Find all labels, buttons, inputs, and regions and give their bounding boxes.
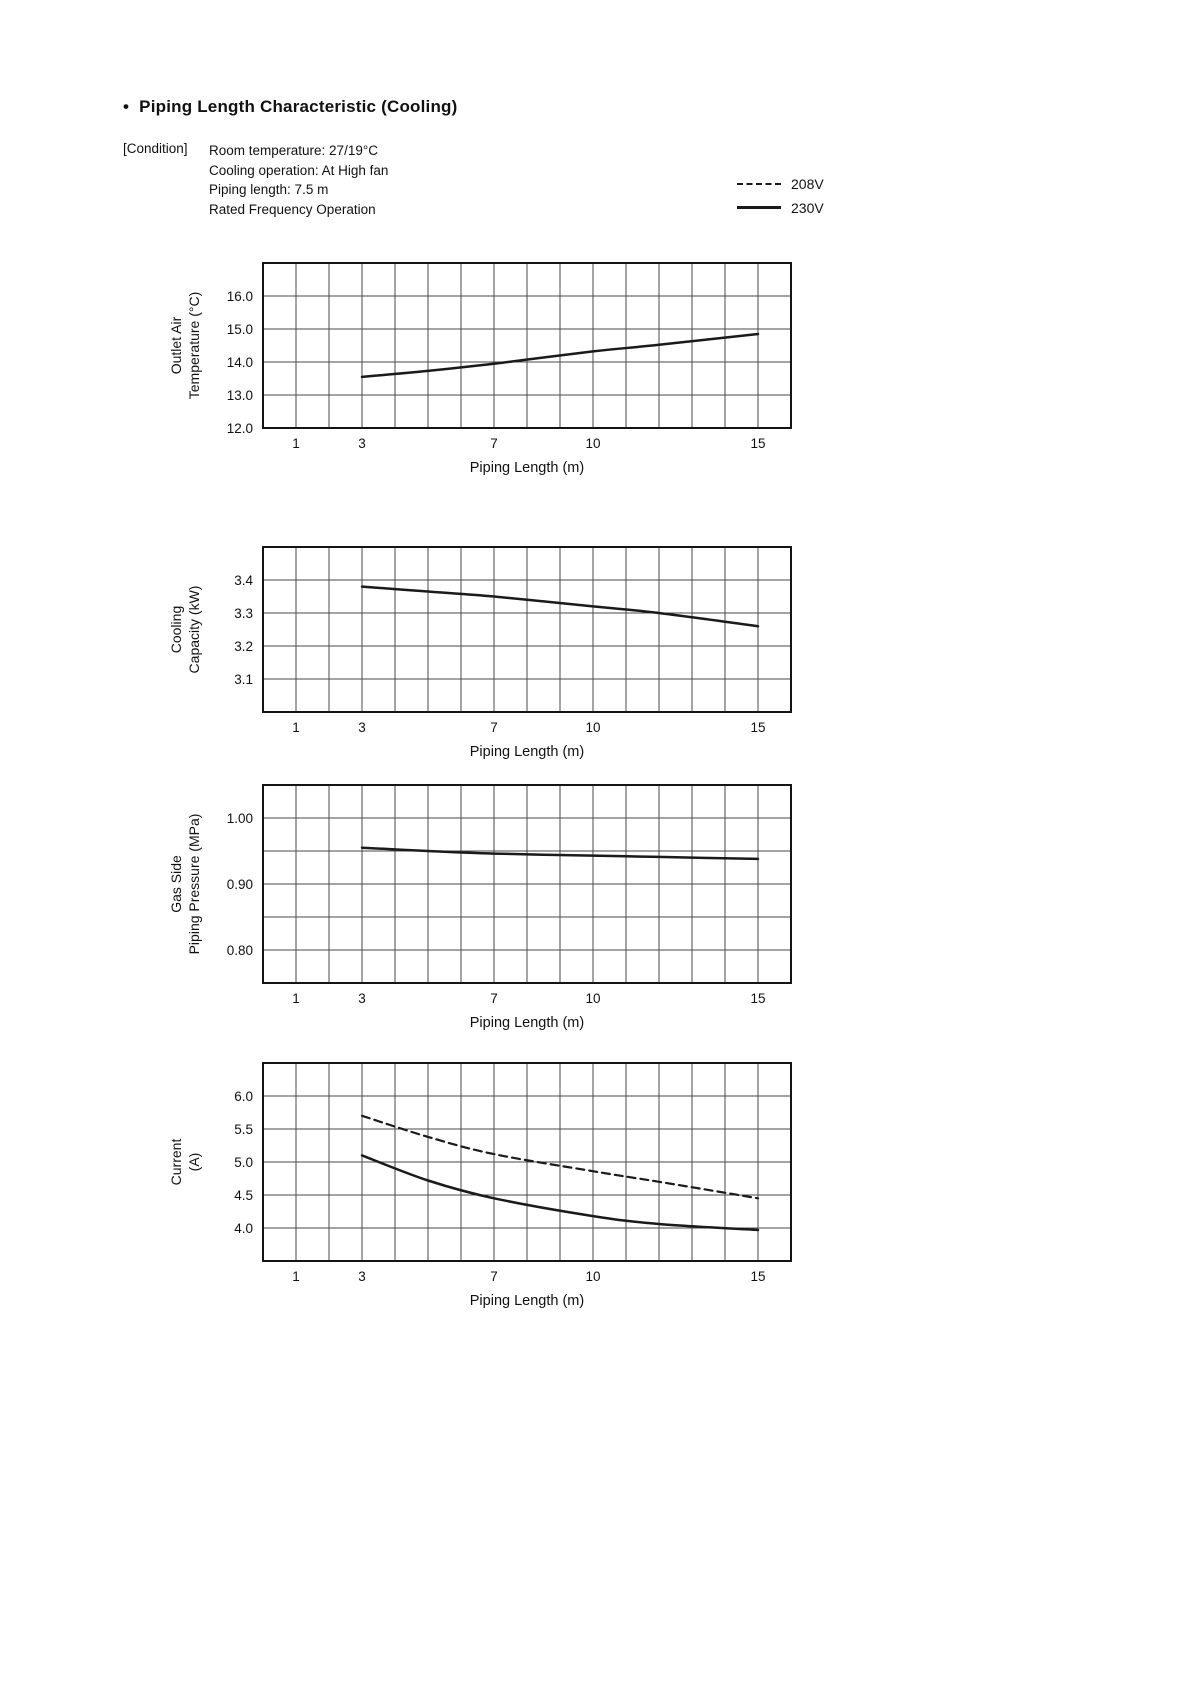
series-line-230v [360, 846, 760, 861]
chart-svg: 16.0 15.0 14.0 13.0 12.0 1 3 7 10 15 Piping Length… [168, 262, 792, 476]
chart-cooling-capacity: 3.4 3.3 3.2 3.1 1 3 7 10 15 Piping Length (m) Cool… [145, 541, 805, 779]
y-tick-label: 16.0 [227, 289, 253, 304]
grid [263, 785, 791, 983]
svg-text:Piping Pressure (MPa): Piping Pressure (MPa) [186, 814, 202, 955]
condition-line-rated-frequency: Rated Frequency Operation [209, 201, 376, 217]
y-tick-label: 14.0 [227, 355, 253, 370]
y-tick-label: 4.5 [234, 1188, 253, 1203]
chart-current: 6.0 5.5 5.0 4.5 4.0 1 3 7 10 15 Piping Length (m) C… [145, 1057, 805, 1328]
x-tick-label: 3 [358, 1269, 366, 1284]
condition-line-piping-length: Piping length: 7.5 m [209, 182, 329, 197]
y-tick-label: 13.0 [227, 388, 253, 403]
svg-text:Capacity (kW): Capacity (kW) [186, 586, 202, 674]
x-tick-label: 1 [292, 436, 300, 451]
y-tick-label: 3.4 [234, 573, 253, 588]
x-tick-label: 3 [358, 991, 366, 1006]
plot-border [262, 784, 792, 984]
chart-svg: 3.4 3.3 3.2 3.1 1 3 7 10 15 Piping Length (m) Cool… [168, 546, 792, 760]
y-axis-label: Current (A) [168, 1139, 202, 1186]
legend-item-230v: 230V [737, 199, 824, 216]
legend-item-208v: 208V [737, 175, 824, 192]
x-tick-label: 15 [750, 436, 765, 451]
legend: 208V 230V [737, 175, 824, 216]
y-tick-label: 0.90 [227, 877, 253, 892]
condition-lines: Room temperature: 27/19°C Cooling operat… [209, 141, 388, 219]
condition-line-cooling-operation: Cooling operation: At High fan [209, 162, 389, 178]
x-tick-label: 15 [750, 720, 765, 735]
x-tick-label: 15 [750, 991, 765, 1006]
plot-border [262, 1062, 792, 1262]
page-title-text: Piping Length Characteristic (Cooling) [139, 97, 458, 116]
x-tick-label: 1 [292, 991, 300, 1006]
x-axis-label: Piping Length (m) [470, 1293, 584, 1309]
y-tick-label: 3.1 [234, 672, 253, 687]
grid [263, 1063, 791, 1261]
x-tick-label: 1 [292, 1269, 300, 1284]
chart-outlet-air-temperature: 16.0 15.0 14.0 13.0 12.0 1 3 7 10 15 Piping Length… [145, 257, 805, 495]
x-tick-label: 7 [490, 720, 498, 735]
svg-text:Outlet Air: Outlet Air [168, 316, 184, 374]
condition-label: [Condition] [123, 141, 188, 156]
chart-svg: 6.0 5.5 5.0 4.5 4.0 1 3 7 10 15 Piping Length (m) C… [168, 1062, 792, 1309]
plot-border [262, 262, 792, 429]
chart-svg: 1.00 0.90 0.80 1 3 7 10 15 Piping Length (m) Gas … [168, 784, 792, 1031]
series-line-230v [360, 1154, 760, 1232]
svg-text:Temperature (°C): Temperature (°C) [186, 292, 202, 400]
y-tick-label: 12.0 [227, 421, 253, 436]
grid [263, 547, 791, 712]
x-tick-label: 10 [585, 720, 600, 735]
y-tick-label: 3.2 [234, 639, 253, 654]
x-axis-label: Piping Length (m) [470, 1015, 584, 1031]
x-tick-label: 10 [585, 436, 600, 451]
x-tick-label: 7 [490, 436, 498, 451]
bullet-icon: • [123, 97, 130, 116]
x-tick-label: 7 [490, 1269, 498, 1284]
y-tick-label: 0.80 [227, 943, 253, 958]
solid-line-icon [737, 206, 781, 209]
svg-text:(A): (A) [186, 1153, 202, 1172]
plot-border [262, 546, 792, 713]
legend-label-230v: 230V [791, 199, 824, 216]
y-axis-label: Outlet Air Temperature (°C) [168, 292, 202, 400]
dashed-line-icon [737, 182, 781, 185]
x-axis-label: Piping Length (m) [470, 744, 584, 760]
y-axis-label: Gas Side Piping Pressure (MPa) [168, 814, 202, 955]
y-tick-label: 15.0 [227, 322, 253, 337]
x-tick-label: 3 [358, 720, 366, 735]
series-line-208v [360, 1114, 760, 1200]
svg-text:Cooling: Cooling [168, 606, 184, 653]
grid [263, 263, 791, 428]
x-tick-label: 7 [490, 991, 498, 1006]
x-tick-label: 15 [750, 1269, 765, 1284]
y-tick-label: 3.3 [234, 606, 253, 621]
legend-label-208v: 208V [791, 175, 824, 192]
chart-gas-side-piping-pressure: 1.00 0.90 0.80 1 3 7 10 15 Piping Length (m) Gas … [145, 779, 805, 1050]
x-tick-label: 10 [585, 1269, 600, 1284]
y-tick-label: 6.0 [234, 1089, 253, 1104]
x-tick-label: 3 [358, 436, 366, 451]
svg-text:Gas Side: Gas Side [168, 855, 184, 913]
y-tick-label: 5.0 [234, 1155, 253, 1170]
x-tick-label: 10 [585, 991, 600, 1006]
x-axis-label: Piping Length (m) [470, 460, 584, 476]
condition-line-room-temperature: Room temperature: 27/19°C [209, 143, 378, 158]
y-tick-label: 4.0 [234, 1221, 253, 1236]
y-tick-label: 5.5 [234, 1122, 253, 1137]
y-axis-label: Cooling Capacity (kW) [168, 586, 202, 674]
svg-text:Current: Current [168, 1139, 184, 1186]
series-line-230v [360, 585, 760, 628]
y-tick-label: 1.00 [227, 811, 253, 826]
page-title: • Piping Length Characteristic (Cooling) [123, 97, 458, 117]
x-tick-label: 1 [292, 720, 300, 735]
series-line-230v [360, 332, 760, 379]
